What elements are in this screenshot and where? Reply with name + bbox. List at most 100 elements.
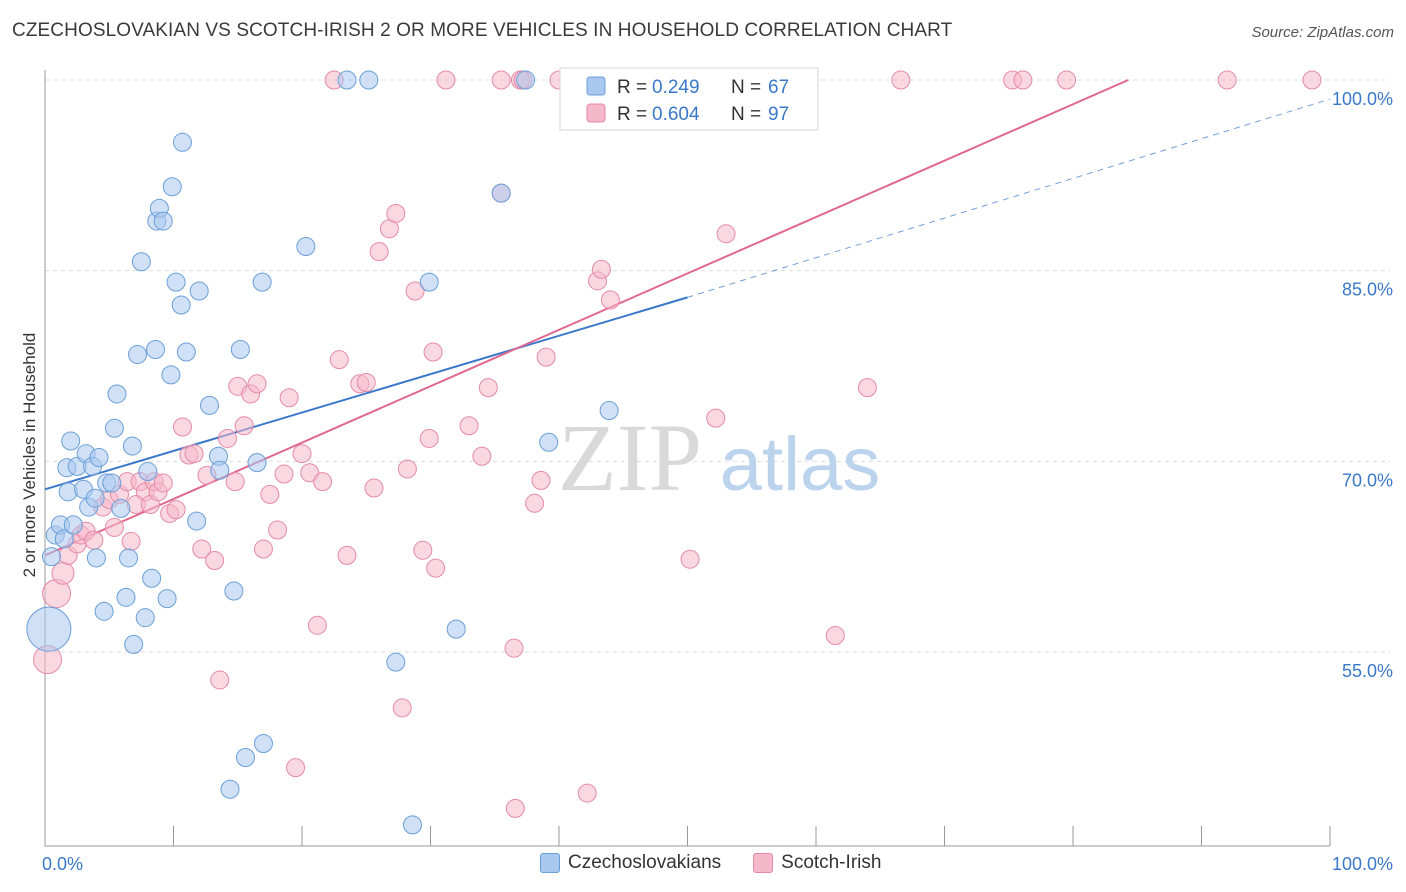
czechoslovakians-point-45 <box>199 395 219 415</box>
czechoslovakians-point-28 <box>131 252 151 272</box>
x-tick-label-1: 100.0% <box>1332 854 1393 874</box>
czechoslovakians-point-53 <box>252 272 272 292</box>
czechoslovakians-point-56 <box>337 70 357 90</box>
czechoslovakians-point-64 <box>539 432 559 452</box>
scotch-irish-point-22 <box>166 500 186 520</box>
czechoslovakians-point-61 <box>446 619 466 639</box>
czechoslovakians-point-44 <box>189 281 209 301</box>
scotch-irish-point-23 <box>172 417 192 437</box>
watermark: ZIP atlas <box>558 404 880 511</box>
axes <box>44 70 1331 847</box>
scotch-irish-point-28 <box>205 550 225 570</box>
scotch-irish-point-41 <box>286 758 306 778</box>
czechoslovakians-point-17 <box>94 601 114 621</box>
scotch-irish-point-25 <box>184 444 204 464</box>
source-label: Source: ZipAtlas.com <box>1251 24 1394 41</box>
scotch-irish-point-86 <box>825 625 845 645</box>
scotch-irish-point-73 <box>531 470 551 490</box>
scotch-irish-point-40 <box>279 388 299 408</box>
czechoslovakians-point-1 <box>41 547 61 567</box>
scotch-irish-point-63 <box>459 416 479 436</box>
scotch-irish-point-64 <box>472 446 492 466</box>
scotch-irish-point-79 <box>600 290 620 310</box>
czechoslovakians-point-36 <box>157 589 177 609</box>
legend-swatch-blue <box>586 76 606 96</box>
trend-line-czechoslovakians <box>44 98 1331 491</box>
watermark-atlas: atlas <box>720 422 881 507</box>
czechoslovakians-point-32 <box>146 339 166 359</box>
scotch-irish-point-81 <box>680 549 700 569</box>
scotch-irish-point-68 <box>504 638 524 658</box>
czechoslovakians-point-49 <box>224 581 244 601</box>
y-tick-label-0: 55.0% <box>1342 661 1393 681</box>
legend-r-label-1: R = <box>617 77 647 98</box>
legend-bottom: Czechoslovakians Scotch-Irish <box>540 852 881 874</box>
scotch-irish-point-56 <box>397 459 417 479</box>
scotch-irish-point-58 <box>413 540 433 560</box>
points-czechoslovakians <box>26 70 659 835</box>
czechoslovakians-point-21 <box>107 384 127 404</box>
y-tick-label-2: 85.0% <box>1342 280 1393 300</box>
czechoslovakians-point-14 <box>85 488 105 508</box>
scotch-irish-point-61 <box>426 558 446 578</box>
legend-label-czechoslovakians: Czechoslovakians <box>568 852 722 873</box>
scotch-irish-point-92 <box>1217 70 1237 90</box>
czechoslovakians-point-43 <box>187 511 207 531</box>
czechoslovakians-point-35 <box>153 211 173 231</box>
scotch-irish-point-67 <box>491 70 511 90</box>
scotch-irish-point-31 <box>225 472 245 492</box>
czechoslovakians-point-25 <box>122 436 142 456</box>
scotch-irish-point-30 <box>217 428 237 448</box>
y-tick-label-1: 70.0% <box>1342 470 1393 490</box>
scotch-irish-point-20 <box>153 473 173 493</box>
scotch-irish-point-90 <box>1013 70 1033 90</box>
czechoslovakians-point-60 <box>419 272 439 292</box>
scotch-irish-point-76 <box>577 783 597 803</box>
chart-title: CZECHOSLOVAKIAN VS SCOTCH-IRISH 2 OR MOR… <box>12 20 953 41</box>
legend-top: R = 0.249 N = 67 R = 0.604 N = 97 <box>559 67 819 131</box>
czechoslovakians-point-31 <box>142 568 162 588</box>
czechoslovakians-point-52 <box>247 453 267 473</box>
scotch-irish-point-87 <box>857 378 877 398</box>
legend-r-label-2: R = <box>617 104 647 125</box>
legend-n-value-1: 67 <box>768 77 789 98</box>
czechoslovakians-point-55 <box>296 237 316 257</box>
czechoslovakians-point-65 <box>599 400 619 420</box>
czechoslovakians-point-16 <box>89 448 109 468</box>
scotch-irish-point-78 <box>591 259 611 279</box>
czechoslovakians-point-42 <box>176 342 196 362</box>
y-tick-labels: 55.0% 70.0% 85.0% 100.0% <box>1332 89 1393 681</box>
x-tick-labels: 0.0% 100.0% <box>42 854 1393 874</box>
czechoslovakians-point-40 <box>171 295 191 315</box>
scotch-irish-point-36 <box>253 539 273 559</box>
czechoslovakians-point-57 <box>359 70 379 90</box>
scotch-irish-point-57 <box>405 281 425 301</box>
scotch-irish-point-7 <box>84 530 104 550</box>
scotch-irish-point-59 <box>419 428 439 448</box>
legend-label-scotch-irish: Scotch-Irish <box>781 852 882 873</box>
scotch-irish-point-52 <box>369 242 389 262</box>
scotch-irish-point-82 <box>706 408 726 428</box>
legend-item-czechoslovakians: Czechoslovakians <box>540 852 721 874</box>
scotch-irish-point-38 <box>268 520 288 540</box>
scotch-irish-point-65 <box>478 378 498 398</box>
czechoslovakians-point-20 <box>104 418 124 438</box>
scotch-irish-point-29 <box>210 670 230 690</box>
czechoslovakians-point-50 <box>230 339 250 359</box>
y-tick-label-3: 100.0% <box>1332 89 1393 109</box>
czechoslovakians-point-58 <box>386 652 406 672</box>
scotch-irish-point-47 <box>329 350 349 370</box>
scotch-irish-point-42 <box>292 444 312 464</box>
czechoslovakians-point-30 <box>138 462 158 482</box>
trend-line-czechoslovakians-dashed <box>687 98 1331 298</box>
czechoslovakians-point-48 <box>220 779 240 799</box>
czechoslovakians-point-23 <box>116 587 136 607</box>
czechoslovakians-point-4 <box>54 529 74 549</box>
scotch-irish-point-62 <box>436 70 456 90</box>
czechoslovakians-point-39 <box>166 272 186 292</box>
czechoslovakians-point-47 <box>210 460 230 480</box>
scotch-irish-point-39 <box>274 464 294 484</box>
scotch-irish-point-35 <box>247 374 267 394</box>
czechoslovakians-point-24 <box>119 548 139 568</box>
